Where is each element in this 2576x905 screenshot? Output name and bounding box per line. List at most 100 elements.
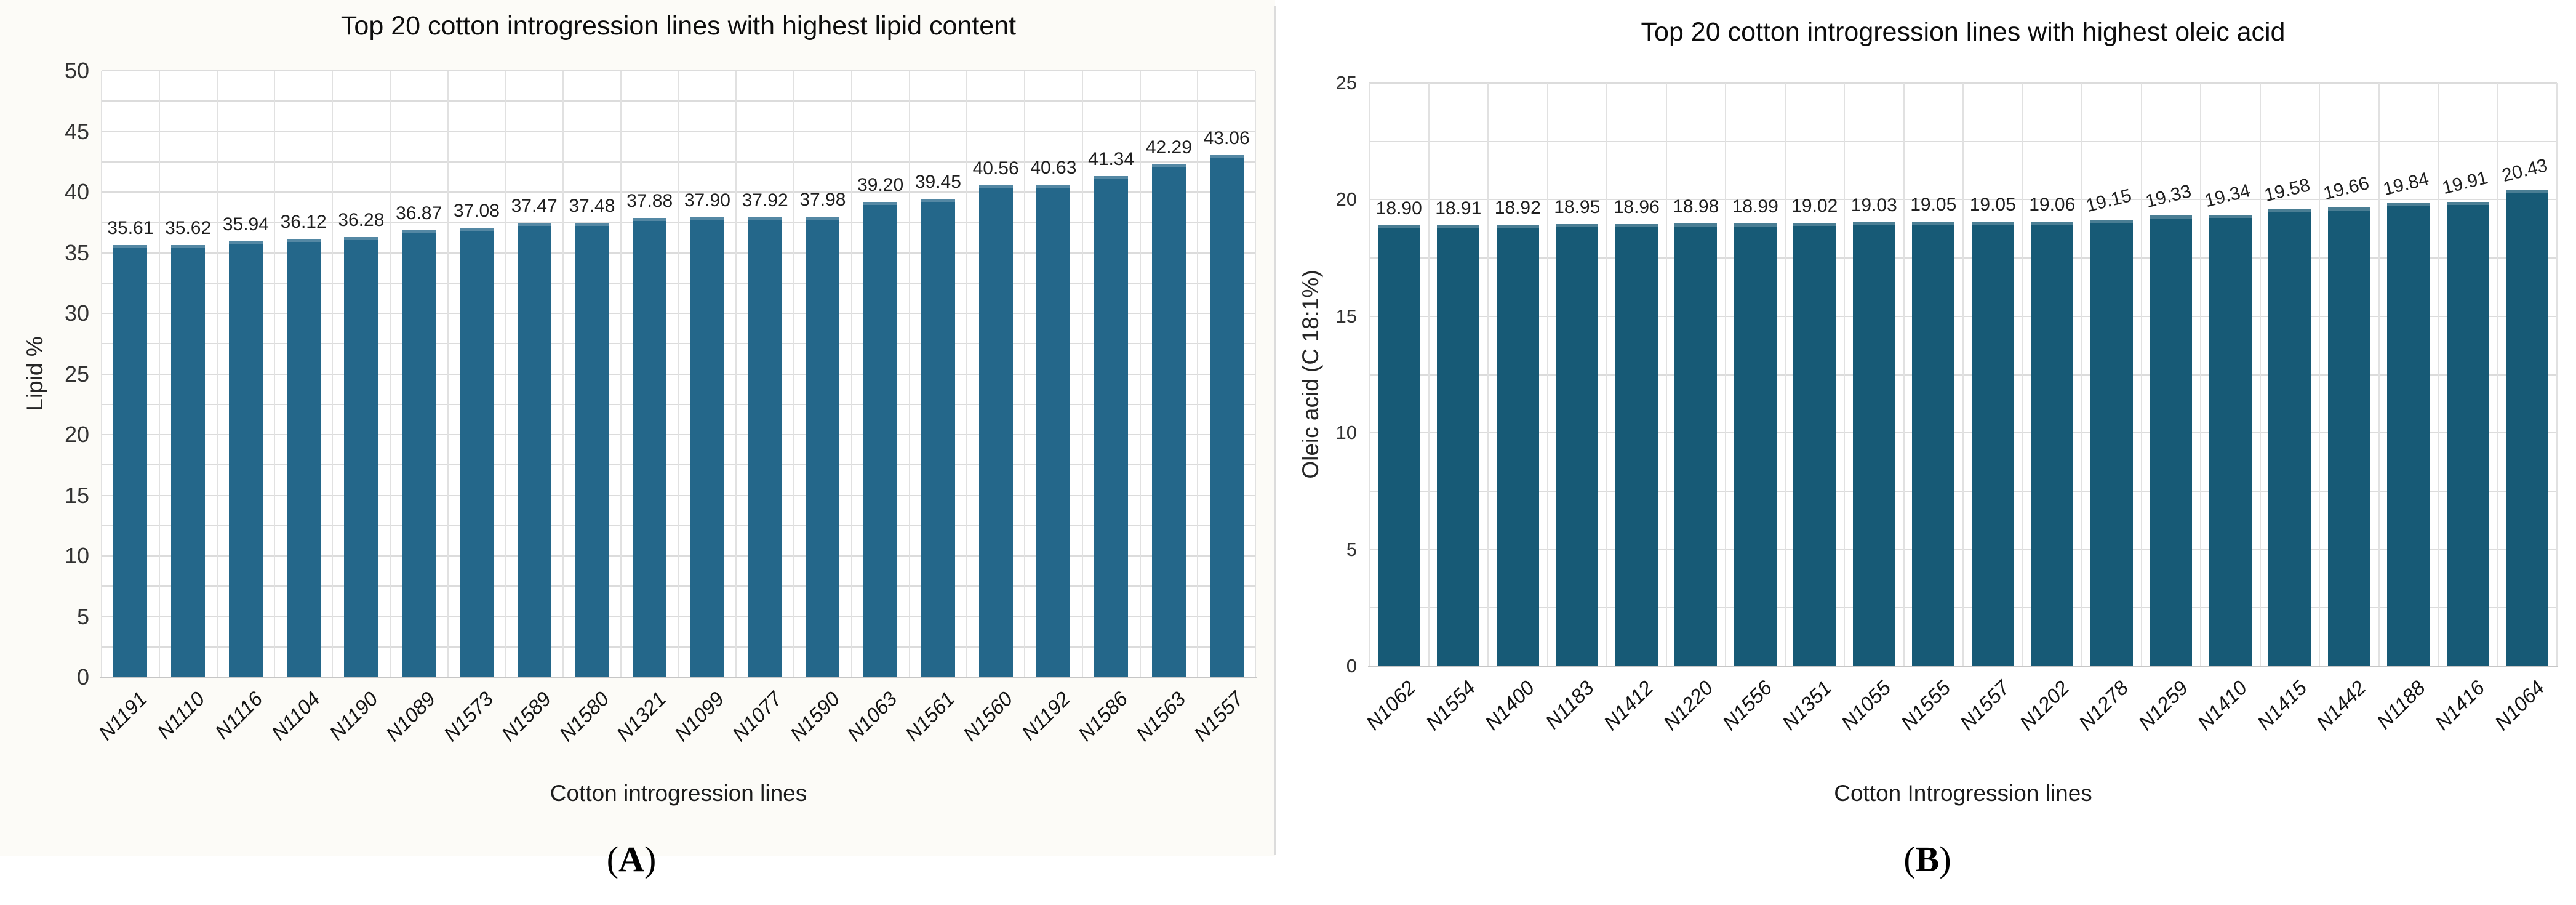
caption-a-letter: A bbox=[618, 839, 644, 879]
gridline-vertical bbox=[2438, 83, 2439, 666]
bar bbox=[1496, 225, 1539, 666]
bar bbox=[1971, 222, 2014, 666]
bar-value-text: 19.02 bbox=[1791, 195, 1838, 216]
bar bbox=[1734, 223, 1777, 666]
gridline-vertical bbox=[2556, 83, 2558, 666]
y-tick-label: 25 bbox=[64, 361, 89, 387]
chart-a-plot-area: 0 5 10 15 20 25 30 35 40 45 50 35.61 N1191 35.62 N1110… bbox=[65, 58, 1257, 746]
bar bbox=[1036, 184, 1071, 677]
gridline-vertical bbox=[1139, 71, 1141, 677]
gridline-vertical bbox=[2140, 83, 2142, 666]
y-tick-label: 10 bbox=[64, 543, 89, 568]
bar-value-text: 18.96 bbox=[1613, 196, 1660, 217]
gridline-vertical bbox=[1606, 83, 1607, 666]
chart-b-x-axis-title: Cotton Introgression lines bbox=[1834, 781, 2092, 806]
bar-value-text: 40.63 bbox=[1030, 157, 1077, 178]
bar bbox=[517, 222, 551, 677]
bar-value-text: 19.84 bbox=[2381, 169, 2431, 200]
bar-value-text: 19.05 bbox=[1969, 195, 2016, 215]
gridline-vertical bbox=[1725, 83, 1726, 666]
x-axis-line bbox=[1368, 666, 2558, 667]
gridline-vertical bbox=[1487, 83, 1489, 666]
bar bbox=[690, 217, 724, 677]
bar-value-text: 37.98 bbox=[799, 189, 846, 210]
bar bbox=[2446, 201, 2489, 666]
gridline-vertical bbox=[620, 71, 622, 677]
bar bbox=[2268, 209, 2311, 666]
gridline-vertical bbox=[158, 71, 160, 677]
bar-value-text: 19.33 bbox=[2143, 180, 2193, 212]
bar-value-text: 18.95 bbox=[1554, 197, 1601, 218]
gridline-vertical bbox=[447, 71, 449, 677]
caption-b-letter: B bbox=[1915, 839, 1940, 879]
y-tick-label: 50 bbox=[64, 58, 89, 83]
y-tick-label: 5 bbox=[1346, 538, 1357, 560]
gridline-vertical bbox=[2022, 83, 2023, 666]
bar bbox=[2090, 219, 2133, 666]
bar-value-text: 20.43 bbox=[2500, 155, 2550, 187]
y-tick-label: 45 bbox=[64, 118, 89, 144]
bar bbox=[1793, 222, 1836, 666]
bar bbox=[228, 241, 263, 677]
gridline-vertical bbox=[1903, 83, 1905, 666]
bar bbox=[748, 217, 782, 677]
x-axis-line bbox=[100, 677, 1257, 678]
bar bbox=[113, 245, 148, 677]
gridline-vertical bbox=[2259, 83, 2261, 666]
caption-b-close-paren: ) bbox=[1939, 839, 1951, 879]
y-tick-label: 15 bbox=[1335, 305, 1357, 327]
bar-value-text: 19.05 bbox=[1910, 195, 1957, 215]
y-tick-label: 0 bbox=[1346, 655, 1357, 677]
bar-value-text: 18.99 bbox=[1732, 196, 1778, 217]
bar-value-text: 40.56 bbox=[972, 158, 1019, 179]
gridline-vertical bbox=[2497, 83, 2498, 666]
gridline-vertical bbox=[678, 71, 679, 677]
bar bbox=[1852, 222, 1895, 666]
chart-b-title: Top 20 cotton introgression lines with h… bbox=[1641, 17, 2286, 47]
bar-value-text: 18.91 bbox=[1435, 198, 1482, 219]
gridline-vertical bbox=[389, 71, 391, 677]
bar bbox=[1377, 225, 1420, 666]
gridline-vertical bbox=[850, 71, 852, 677]
bar-value-text: 43.06 bbox=[1203, 127, 1250, 148]
bar bbox=[863, 201, 898, 677]
y-tick-label: 5 bbox=[76, 603, 89, 629]
gridline-vertical bbox=[1197, 71, 1199, 677]
gridline-vertical bbox=[1081, 71, 1083, 677]
bar-value-text: 36.87 bbox=[396, 203, 442, 223]
bar bbox=[171, 245, 206, 677]
bar-value-text: 37.08 bbox=[453, 200, 500, 221]
bar-value-text: 41.34 bbox=[1088, 148, 1135, 169]
gridline-vertical bbox=[1369, 83, 1370, 666]
gridline-vertical bbox=[735, 71, 737, 677]
chart-panel-b: Top 20 cotton introgression lines with h… bbox=[1277, 0, 2576, 905]
bar-value-text: 18.98 bbox=[1673, 196, 1719, 217]
y-tick-label: 30 bbox=[64, 300, 89, 326]
gridline-vertical bbox=[332, 71, 333, 677]
caption-b-open-paren: ( bbox=[1903, 839, 1916, 879]
figure-caption-a: (A) bbox=[607, 839, 657, 880]
bar bbox=[2387, 203, 2430, 666]
chart-b-y-axis-title: Oleic acid (C 18:1%) bbox=[1298, 270, 1323, 479]
y-tick-label: 10 bbox=[1335, 422, 1357, 444]
gridline-vertical bbox=[562, 71, 564, 677]
gridline-vertical bbox=[966, 71, 968, 677]
bar-value-text: 35.62 bbox=[165, 218, 212, 239]
bar bbox=[1615, 223, 1658, 666]
bar bbox=[633, 217, 667, 677]
bar-value-text: 37.88 bbox=[626, 190, 673, 211]
y-tick-label: 20 bbox=[64, 422, 89, 447]
bar bbox=[2209, 215, 2252, 666]
bar bbox=[978, 185, 1013, 677]
bar-value-text: 36.28 bbox=[338, 210, 385, 231]
gridline-vertical bbox=[1428, 83, 1430, 666]
gridline-vertical bbox=[908, 71, 910, 677]
bar-value-text: 39.45 bbox=[914, 171, 961, 192]
gridline-vertical bbox=[505, 71, 506, 677]
bar bbox=[344, 237, 378, 677]
figure-caption-b: (B) bbox=[1903, 839, 1951, 880]
bar-value-text: 35.94 bbox=[222, 214, 269, 235]
bar bbox=[1209, 155, 1244, 677]
gridline-vertical bbox=[2319, 83, 2320, 666]
